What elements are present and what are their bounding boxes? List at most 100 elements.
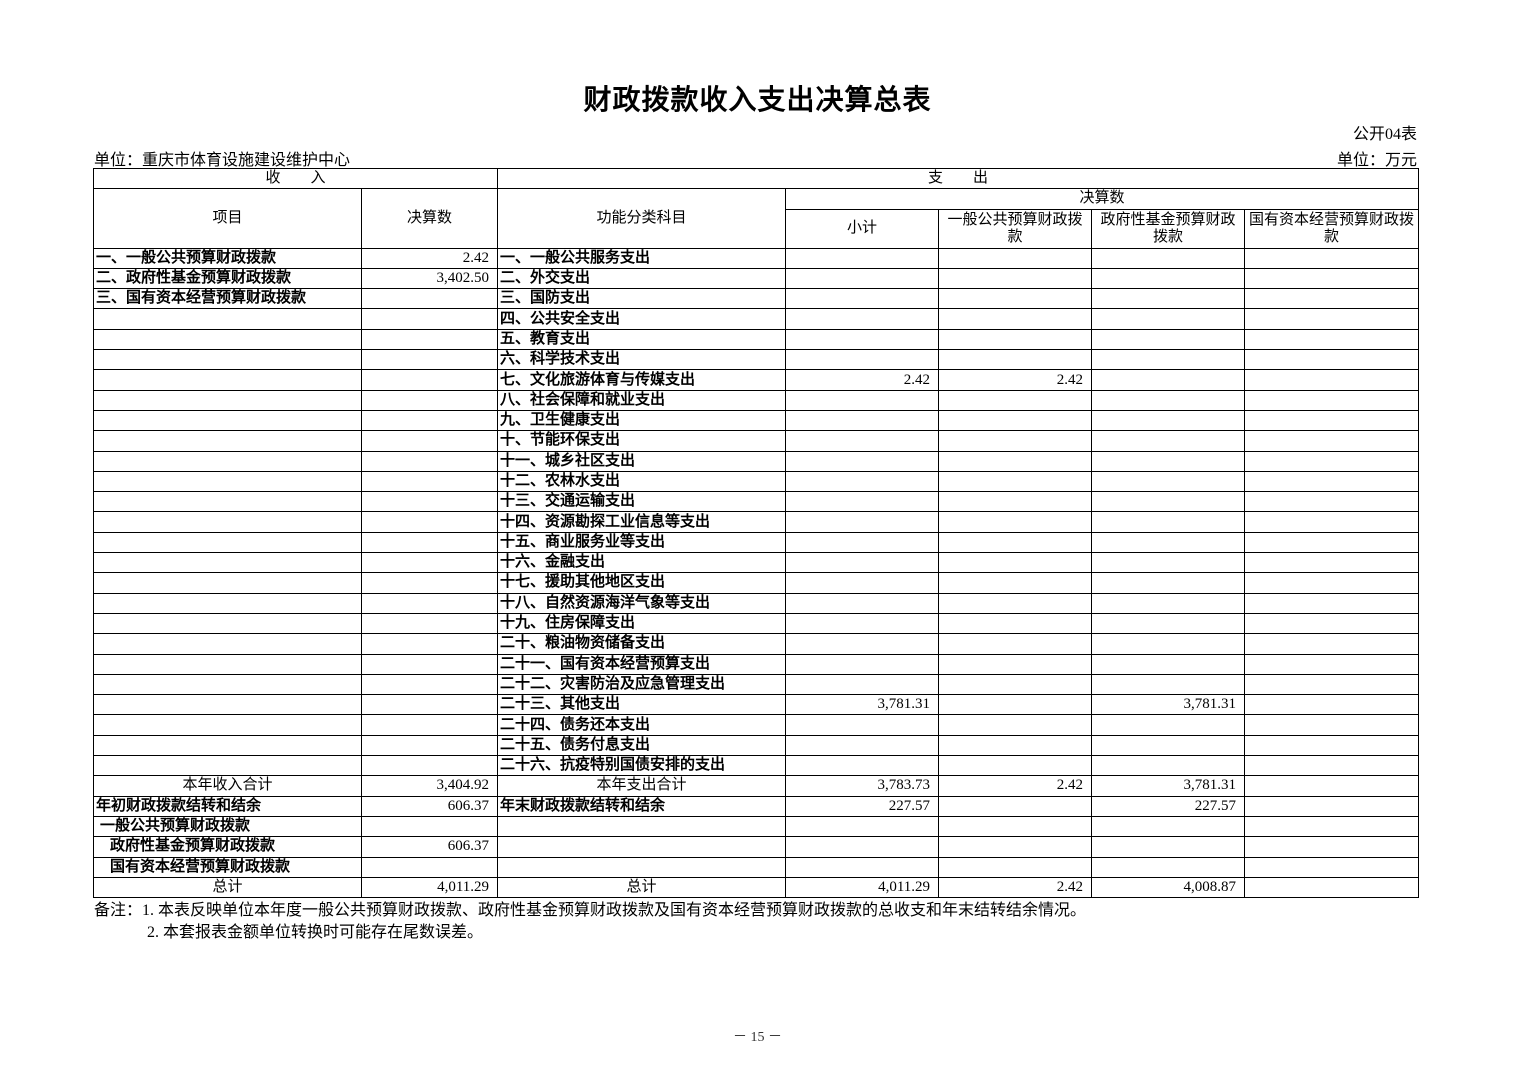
expense-item: 五、教育支出 — [497, 328, 787, 351]
state-capital-cell — [1244, 653, 1420, 675]
income-item — [93, 653, 362, 675]
table-row: 国有资本经营预算财政拨款 — [93, 856, 1420, 878]
subtotal-cell — [785, 308, 940, 330]
expense-item: 二十、粮油物资储备支出 — [497, 633, 787, 655]
income-item: 政府性基金预算财政拨款 — [93, 836, 362, 858]
table-row: 二十三、其他支出 3,781.31 3,781.31 — [93, 694, 1420, 716]
state-capital-cell — [1244, 430, 1420, 452]
income-amount — [360, 491, 499, 513]
expense-item — [497, 856, 787, 878]
income-item — [93, 694, 362, 716]
gov-fund-cell — [1091, 450, 1246, 472]
expense-item: 三、国防支出 — [497, 288, 787, 310]
income-item — [93, 633, 362, 655]
expense-header: 支 出 — [497, 167, 1420, 190]
gov-fund-cell: 3,781.31 — [1091, 694, 1246, 716]
general-budget-cell — [938, 856, 1093, 878]
state-capital-cell — [1244, 734, 1420, 757]
gov-fund-cell — [1091, 552, 1246, 574]
expense-item: 总计 — [497, 876, 787, 899]
gov-fund-header: 政府性基金预算财政拨款 — [1091, 208, 1246, 249]
state-capital-cell — [1244, 612, 1420, 635]
expense-item: 二十五、债务付息支出 — [497, 734, 787, 757]
expense-item: 十四、资源勘探工业信息等支出 — [497, 511, 787, 533]
expense-item: 十八、自然资源海洋气象等支出 — [497, 592, 787, 614]
income-item — [93, 714, 362, 736]
subtotal-cell — [785, 714, 940, 736]
state-capital-cell — [1244, 511, 1420, 533]
income-amount — [360, 633, 499, 655]
expense-item: 十二、农林水支出 — [497, 470, 787, 493]
state-capital-cell — [1244, 409, 1420, 432]
subtotal-cell — [785, 612, 940, 635]
gov-fund-cell — [1091, 308, 1246, 330]
gov-fund-cell — [1091, 349, 1246, 371]
expense-item: 十三、交通运输支出 — [497, 491, 787, 513]
expense-item: 七、文化旅游体育与传媒支出 — [497, 369, 787, 391]
general-budget-cell — [938, 714, 1093, 736]
subtotal-cell: 3,781.31 — [785, 694, 940, 716]
subtotal-cell: 227.57 — [785, 795, 940, 817]
income-amount — [360, 450, 499, 472]
subtotal-cell — [785, 450, 940, 472]
expense-item: 九、卫生健康支出 — [497, 409, 787, 432]
income-item — [93, 369, 362, 391]
state-capital-cell — [1244, 308, 1420, 330]
gov-fund-cell — [1091, 612, 1246, 635]
income-amount — [360, 815, 499, 838]
expense-item: 二十二、灾害防治及应急管理支出 — [497, 673, 787, 696]
subtotal-cell — [785, 247, 940, 269]
general-budget-cell — [938, 409, 1093, 432]
income-item: 总计 — [93, 876, 362, 899]
income-amount — [360, 552, 499, 574]
income-amount: 3,404.92 — [360, 775, 499, 797]
general-budget-cell — [938, 531, 1093, 554]
state-capital-cell — [1244, 775, 1420, 797]
subtotal-cell — [785, 328, 940, 351]
general-budget-cell — [938, 288, 1093, 310]
subtotal-cell — [785, 409, 940, 432]
gov-fund-cell — [1091, 653, 1246, 675]
state-capital-cell — [1244, 694, 1420, 716]
expense-item: 十九、住房保障支出 — [497, 612, 787, 635]
general-budget-cell — [938, 389, 1093, 411]
income-item — [93, 755, 362, 777]
income-item — [93, 349, 362, 371]
page-number: － 15 － — [733, 1030, 782, 1045]
general-budget-cell — [938, 653, 1093, 675]
income-item — [93, 673, 362, 696]
state-capital-cell — [1244, 633, 1420, 655]
general-budget-cell — [938, 491, 1093, 513]
expense-item: 二十三、其他支出 — [497, 694, 787, 716]
table-row: 十四、资源勘探工业信息等支出 — [93, 511, 1420, 533]
table-row: 十七、援助其他地区支出 — [93, 572, 1420, 594]
expense-item: 二、外交支出 — [497, 267, 787, 290]
state-capital-cell — [1244, 836, 1420, 858]
income-amount — [360, 572, 499, 594]
table-row: 六、科学技术支出 — [93, 349, 1420, 371]
subtotal-cell — [785, 856, 940, 878]
general-budget-cell — [938, 470, 1093, 493]
state-capital-cell — [1244, 328, 1420, 351]
table-row: 二十六、抗疫特别国债安排的支出 — [93, 755, 1420, 777]
general-budget-cell — [938, 430, 1093, 452]
income-amount — [360, 694, 499, 716]
subtotal-cell — [785, 815, 940, 838]
gov-fund-cell — [1091, 755, 1246, 777]
income-amount — [360, 328, 499, 351]
income-amount: 606.37 — [360, 795, 499, 817]
state-capital-cell — [1244, 491, 1420, 513]
income-amount: 2.42 — [360, 247, 499, 269]
function-category-header: 功能分类科目 — [497, 188, 787, 249]
income-item — [93, 511, 362, 533]
subtotal-cell — [785, 349, 940, 371]
general-budget-cell: 2.42 — [938, 876, 1093, 899]
general-budget-cell — [938, 815, 1093, 838]
subtotal-cell — [785, 552, 940, 574]
expense-item: 年末财政拨款结转和结余 — [497, 795, 787, 817]
gov-fund-cell — [1091, 633, 1246, 655]
subtotal-cell: 2.42 — [785, 369, 940, 391]
table-row: 三、国有资本经营预算财政拨款 三、国防支出 — [93, 288, 1420, 310]
gov-fund-cell — [1091, 511, 1246, 533]
general-budget-cell — [938, 795, 1093, 817]
